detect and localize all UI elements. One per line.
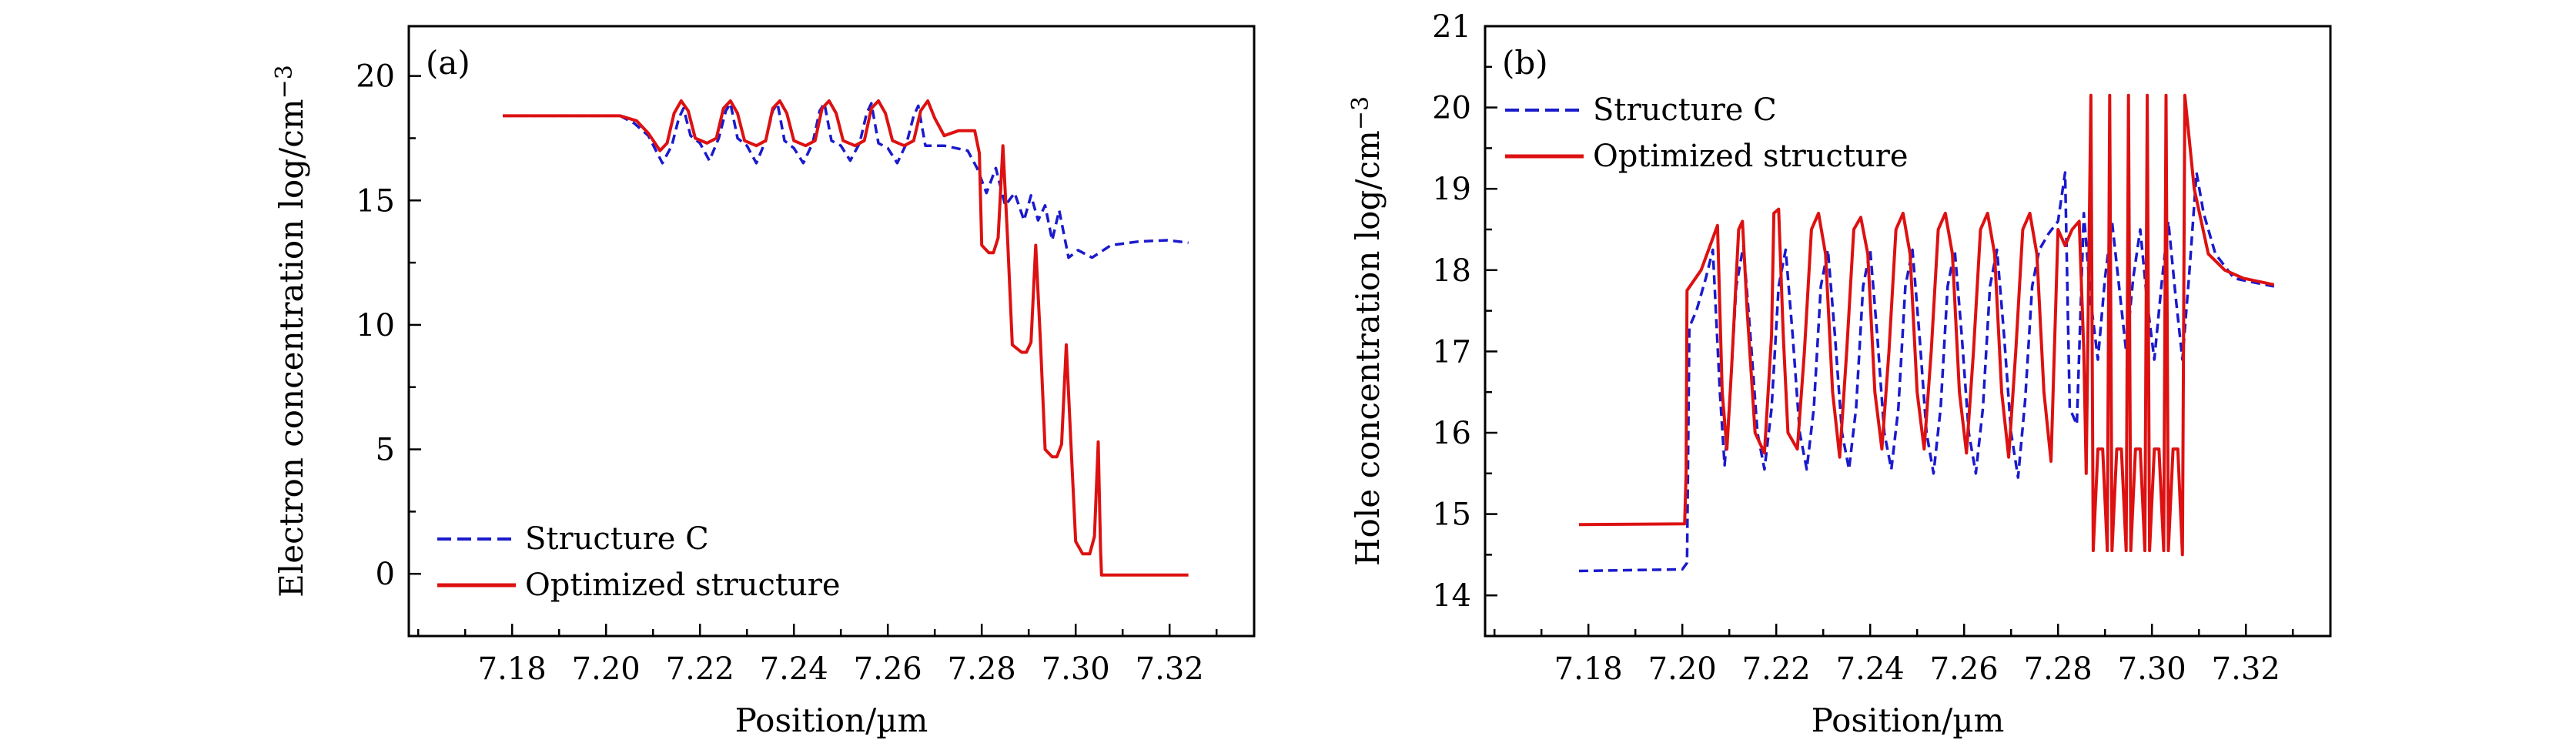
axis-ticks: 7.18 7.20 7.22 7.24 7.26 7.28 7.30 7.32 14 15 16 17… [1432, 9, 2294, 687]
x-tick-label: 7.30 [2118, 651, 2186, 687]
y-tick-label: 16 [1432, 416, 1471, 451]
plot-frame [1484, 25, 2332, 638]
y-tick-label: 10 [356, 308, 395, 343]
panel-label: (a) [426, 44, 470, 82]
x-tick-label: 7.26 [1930, 651, 1999, 687]
y-tick-label: 20 [356, 59, 395, 95]
x-tick-label: 7.30 [1042, 651, 1110, 687]
panel-a-electron-chart: 7.18 7.20 7.22 7.24 7.26 7.28 7.30 7.32 0 5 10 15 20… [271, 25, 1256, 739]
legend: Structure C Optimized structure [1505, 92, 1909, 174]
y-axis-title-exponent: −3 [1347, 96, 1374, 130]
legend: Structure C Optimized structure [437, 521, 841, 603]
y-tick-label: 20 [1432, 91, 1471, 126]
y-tick-label: 21 [1432, 9, 1471, 45]
y-tick-label: 15 [356, 183, 395, 219]
x-tick-label: 7.24 [1836, 651, 1905, 687]
x-tick-label: 7.32 [2212, 651, 2280, 687]
x-tick-label: 7.18 [1554, 651, 1623, 687]
series-line-optimized-structure [1578, 93, 2275, 557]
y-tick-label: 14 [1432, 578, 1471, 614]
x-tick-label: 7.22 [1742, 651, 1811, 687]
panel-b-hole-chart: 7.18 7.20 7.22 7.24 7.26 7.28 7.30 7.32 14 15 16 17… [1347, 9, 2332, 739]
y-tick-label: 19 [1432, 172, 1471, 207]
series-line-structure-c [503, 102, 1189, 259]
x-tick-label: 7.22 [666, 651, 734, 687]
series-line-optimized-structure [503, 99, 1189, 577]
x-tick-label: 7.28 [2024, 651, 2093, 687]
series-layer [503, 99, 1189, 577]
legend-label-optimized-structure: Optimized structure [525, 568, 841, 603]
x-tick-label: 7.20 [572, 651, 641, 687]
x-tick-label: 7.28 [948, 651, 1016, 687]
y-axis-title-text: Electron concentration log/cm [273, 99, 310, 598]
x-tick-label: 7.24 [760, 651, 828, 687]
legend-label-structure-c: Structure C [1593, 92, 1777, 128]
y-tick-label: 0 [376, 557, 395, 592]
x-axis-title: Position/µm [735, 701, 928, 739]
series-layer [1578, 93, 2275, 573]
axis-ticks: 7.18 7.20 7.22 7.24 7.26 7.28 7.30 7.32 0 5 10 15 20 [356, 59, 1218, 687]
y-axis-title-text: Hole concentration log/cm [1349, 130, 1387, 566]
y-axis-title: Hole concentration log/cm−3 [1347, 96, 1387, 566]
plot-frame [407, 25, 1256, 638]
legend-label-structure-c: Structure C [525, 521, 709, 557]
y-axis-title: Electron concentration log/cm−3 [271, 65, 310, 598]
x-tick-label: 7.20 [1648, 651, 1717, 687]
series-line-structure-c [1578, 171, 2275, 573]
y-tick-label: 15 [1432, 497, 1471, 533]
y-tick-label: 17 [1432, 334, 1471, 370]
y-tick-label: 18 [1432, 253, 1471, 289]
x-tick-label: 7.32 [1136, 651, 1204, 687]
legend-label-optimized-structure: Optimized structure [1593, 139, 1909, 174]
x-axis-title: Position/µm [1812, 701, 2005, 739]
x-tick-label: 7.26 [854, 651, 922, 687]
y-axis-title-exponent: −3 [271, 65, 298, 99]
x-tick-label: 7.18 [478, 651, 547, 687]
y-tick-label: 5 [376, 433, 395, 468]
panel-label: (b) [1502, 44, 1548, 82]
